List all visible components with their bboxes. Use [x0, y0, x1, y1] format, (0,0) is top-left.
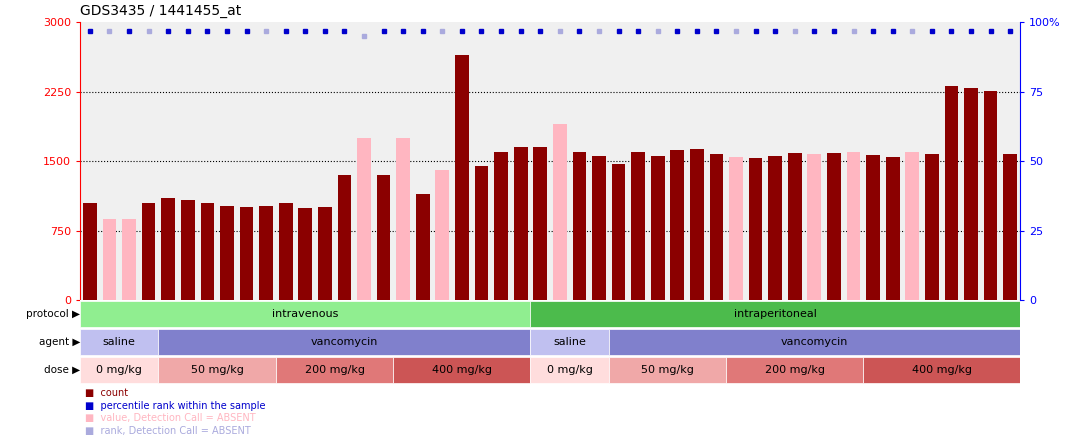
Bar: [396, 138, 410, 300]
Bar: [944, 86, 958, 300]
Bar: [220, 206, 234, 300]
Bar: [318, 207, 332, 300]
Text: 200 mg/kg: 200 mg/kg: [765, 365, 824, 375]
Text: intravenous: intravenous: [272, 309, 339, 319]
Bar: [531, 357, 609, 384]
Bar: [592, 156, 606, 300]
Bar: [1003, 154, 1017, 300]
Bar: [80, 329, 158, 356]
Bar: [122, 219, 136, 300]
Text: intraperitoneal: intraperitoneal: [734, 309, 817, 319]
Bar: [609, 357, 726, 384]
Bar: [572, 152, 586, 300]
Text: GDS3435 / 1441455_at: GDS3435 / 1441455_at: [80, 4, 241, 18]
Bar: [103, 219, 116, 300]
Bar: [885, 157, 899, 300]
Bar: [158, 329, 531, 356]
Bar: [357, 138, 371, 300]
Text: vancomycin: vancomycin: [781, 337, 848, 347]
Text: ■  count: ■ count: [85, 388, 128, 398]
Bar: [906, 152, 920, 300]
Bar: [142, 203, 156, 300]
Bar: [83, 203, 97, 300]
Text: ■  rank, Detection Call = ABSENT: ■ rank, Detection Call = ABSENT: [85, 426, 251, 436]
Bar: [474, 166, 488, 300]
Bar: [393, 357, 531, 384]
Text: 50 mg/kg: 50 mg/kg: [641, 365, 694, 375]
Bar: [650, 155, 664, 300]
Bar: [726, 357, 863, 384]
Bar: [494, 152, 508, 300]
Bar: [436, 170, 450, 300]
Bar: [768, 155, 782, 300]
Text: saline: saline: [553, 337, 586, 347]
Bar: [80, 301, 531, 327]
Bar: [690, 149, 704, 300]
Text: ■  value, Detection Call = ABSENT: ■ value, Detection Call = ABSENT: [85, 413, 256, 423]
Bar: [260, 206, 273, 300]
Bar: [161, 198, 175, 300]
Bar: [847, 152, 861, 300]
Text: 400 mg/kg: 400 mg/kg: [912, 365, 972, 375]
Bar: [984, 91, 998, 300]
Bar: [531, 301, 1020, 327]
Bar: [612, 164, 626, 300]
Bar: [158, 357, 276, 384]
Text: 0 mg/kg: 0 mg/kg: [547, 365, 593, 375]
Bar: [298, 208, 312, 300]
Bar: [415, 194, 429, 300]
Text: dose ▶: dose ▶: [44, 365, 80, 375]
Bar: [609, 329, 1020, 356]
Bar: [337, 175, 351, 300]
Bar: [631, 152, 645, 300]
Text: saline: saline: [103, 337, 136, 347]
Bar: [964, 88, 978, 300]
Text: ■  percentile rank within the sample: ■ percentile rank within the sample: [85, 401, 266, 411]
Bar: [279, 203, 293, 300]
Bar: [671, 150, 685, 300]
Bar: [239, 207, 253, 300]
Bar: [455, 55, 469, 300]
Text: protocol ▶: protocol ▶: [26, 309, 80, 319]
Bar: [201, 203, 215, 300]
Bar: [80, 357, 158, 384]
Bar: [749, 159, 763, 300]
Bar: [533, 147, 547, 300]
Bar: [863, 357, 1020, 384]
Bar: [925, 154, 939, 300]
Text: vancomycin: vancomycin: [311, 337, 378, 347]
Bar: [866, 155, 880, 300]
Text: 200 mg/kg: 200 mg/kg: [304, 365, 364, 375]
Bar: [531, 329, 609, 356]
Bar: [807, 154, 821, 300]
Bar: [827, 153, 841, 300]
Bar: [553, 124, 567, 300]
Text: 50 mg/kg: 50 mg/kg: [191, 365, 244, 375]
Bar: [729, 157, 743, 300]
Bar: [276, 357, 393, 384]
Text: agent ▶: agent ▶: [38, 337, 80, 347]
Bar: [709, 154, 723, 300]
Text: 0 mg/kg: 0 mg/kg: [96, 365, 142, 375]
Bar: [180, 200, 194, 300]
Bar: [788, 153, 802, 300]
Bar: [514, 147, 528, 300]
Bar: [377, 175, 391, 300]
Text: 400 mg/kg: 400 mg/kg: [431, 365, 492, 375]
